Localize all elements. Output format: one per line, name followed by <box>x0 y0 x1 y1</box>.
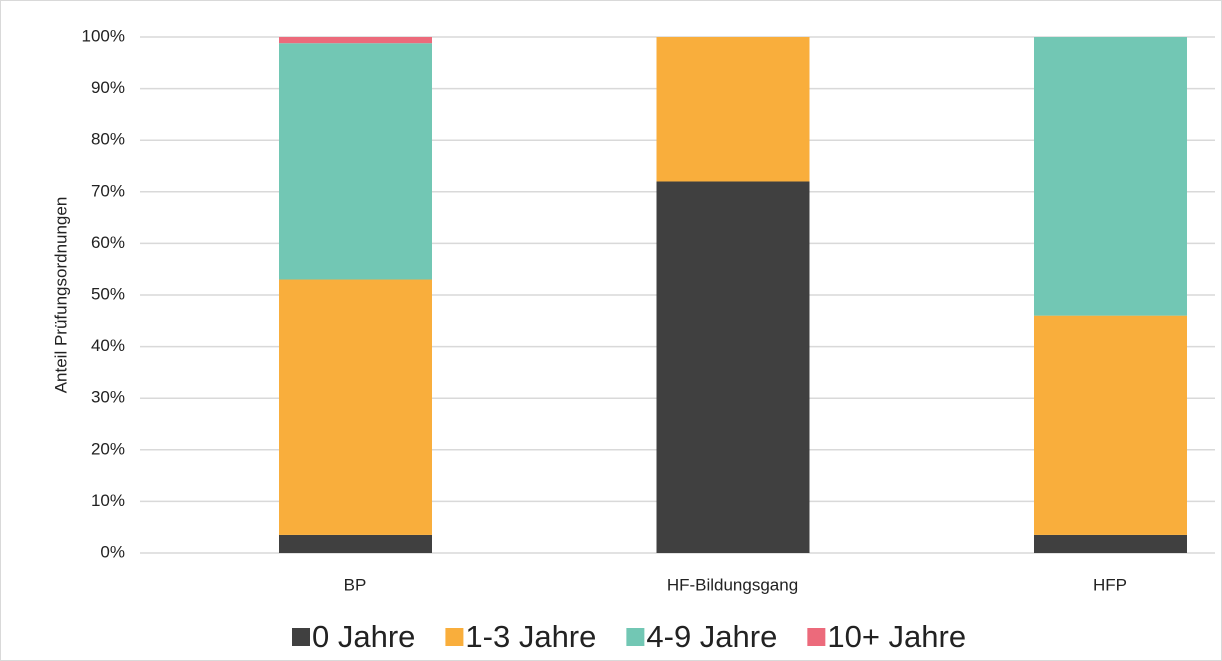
legend-label: 10+ Jahre <box>827 619 966 654</box>
y-tick-label: 100% <box>82 26 125 45</box>
legend-label: 4-9 Jahre <box>646 619 777 654</box>
legend-swatch <box>292 628 310 646</box>
y-axis-title: Anteil Prüfungsordnungen <box>51 197 70 394</box>
y-tick-label: 80% <box>91 130 125 149</box>
y-tick-label: 30% <box>91 388 125 407</box>
y-tick-label: 20% <box>91 439 125 458</box>
y-tick-label: 60% <box>91 233 125 252</box>
y-tick-label: 50% <box>91 284 125 303</box>
y-tick-label: 40% <box>91 336 125 355</box>
bar-segment <box>1034 37 1187 316</box>
legend-swatch <box>445 628 464 646</box>
legend-label: 1-3 Jahre <box>465 619 596 654</box>
legend-swatch <box>807 628 826 646</box>
y-tick-label: 0% <box>100 542 125 561</box>
bar-segment <box>656 181 810 554</box>
bar-segment <box>1034 534 1187 553</box>
legend-label: 0 Jahre <box>312 619 415 654</box>
x-tick-label: BP <box>344 575 367 594</box>
bar-segment <box>279 37 432 44</box>
x-tick-label: HFP <box>1093 575 1127 594</box>
bar-segment <box>279 43 432 280</box>
y-tick-label: 70% <box>91 181 125 200</box>
legend-swatch <box>626 628 645 646</box>
bar-segment <box>1034 315 1187 535</box>
bar-segment <box>279 534 432 553</box>
bar-segment <box>279 279 432 535</box>
x-tick-label: HF-Bildungsgang <box>667 575 798 594</box>
y-tick-label: 90% <box>91 78 125 97</box>
y-tick-label: 10% <box>91 491 125 510</box>
bar-segment <box>656 37 810 182</box>
